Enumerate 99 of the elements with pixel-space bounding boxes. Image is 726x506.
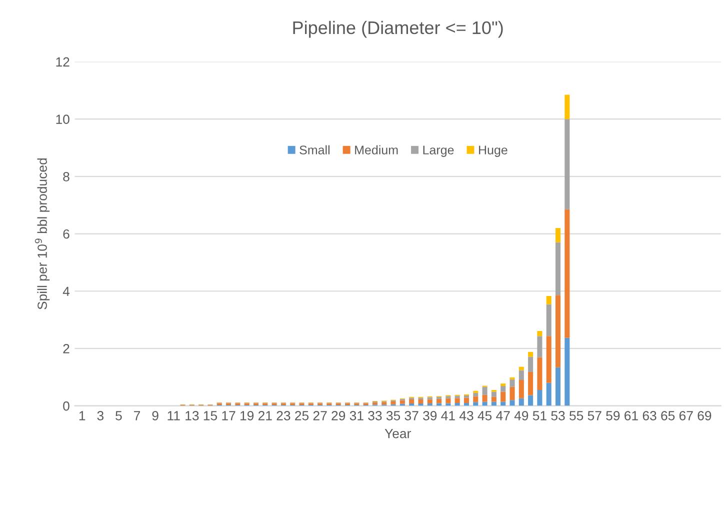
x-tick-label: 31 [350,411,364,420]
bar [500,392,506,402]
legend-label: Huge [479,146,508,157]
x-tick-label: 15 [204,411,218,420]
x-tick-label: 49 [514,411,528,420]
x-tick-label: 55 [570,411,584,420]
x-tick-label: 3 [97,411,104,420]
bar [555,242,561,296]
bar [546,382,552,406]
x-tick-label: 53 [551,411,565,420]
bar [537,336,542,358]
x-tick-label: 51 [532,411,546,420]
bar [546,296,552,304]
bar [454,398,460,403]
bar [482,394,488,402]
x-tick-label: 63 [642,411,656,420]
bar [528,356,534,372]
x-tick-label: 39 [423,411,437,420]
bar [473,392,478,396]
x-tick-label: 57 [588,411,602,420]
bar [537,357,542,390]
bar [537,330,542,336]
bar [473,396,478,402]
bar [518,370,524,380]
bar [528,395,534,406]
bar [446,403,451,406]
x-tick-label: 27 [313,411,327,420]
y-tick-label: 8 [63,172,70,182]
bar [537,390,542,406]
x-tick-label: 67 [679,411,693,420]
x-tick-label: 9 [152,411,158,420]
bar [418,400,424,404]
legend-label: Large [423,146,454,157]
bar [546,304,552,336]
bar [564,338,570,406]
x-tick-label: 7 [134,411,140,420]
bar [464,395,470,398]
x-tick-label: 29 [332,411,346,420]
y-tick-label: 4 [62,286,70,296]
x-tick-label: 17 [222,411,236,420]
bar [464,398,470,403]
y-tick-label: 10 [56,114,70,124]
bar [446,398,451,404]
x-tick-label: 59 [606,411,620,420]
legend-label: Small [300,145,330,154]
x-tick-label: 37 [404,411,418,420]
bar [546,336,552,383]
x-tick-label: 65 [661,411,675,420]
x-tick-label: 21 [258,411,272,420]
bar [555,367,561,406]
x-tick-label: 13 [186,411,199,420]
bar [382,402,387,405]
x-tick-label: 47 [496,411,510,420]
x-tick-label: 1 [79,411,86,420]
bar [436,398,442,404]
bar [518,398,524,406]
legend-label: Medium [355,145,398,154]
bar [564,119,570,210]
bar [510,400,515,406]
x-tick-label: 35 [386,411,400,420]
x-tick-label: 69 [698,411,712,420]
bar [528,372,534,396]
bar [510,379,515,387]
bar [555,295,561,368]
bar [500,383,506,386]
x-axis-title: Year [384,429,411,438]
y-tick-label: 6 [63,229,70,239]
bar [555,228,561,242]
x-tick-label: 23 [276,411,290,420]
bar [436,403,442,406]
bar [390,402,396,404]
bar [518,366,524,370]
x-tick-label: 45 [478,411,492,420]
y-axis-title: Spill per 10$^{9}$ bbl produced [34,158,50,310]
bar [510,386,515,400]
x-tick-label: 41 [441,411,455,420]
bar [473,402,478,406]
x-tick-label: 19 [240,411,254,420]
bar [564,94,570,120]
bar [518,380,524,398]
y-tick-label: 2 [63,344,70,354]
x-tick-label: 11 [168,411,180,420]
bar [482,386,488,395]
y-tick-label: 12 [56,57,70,67]
bar [427,399,432,404]
x-tick-label: 33 [368,411,382,420]
x-tick-label: 25 [295,411,309,420]
bar [491,392,496,397]
bar [491,396,496,402]
bar [500,386,506,392]
x-tick-label: 5 [116,411,122,420]
y-tick-label: 0 [63,401,70,411]
bar [528,352,534,357]
x-tick-label: 43 [459,411,474,420]
x-tick-label: 61 [624,411,638,420]
bar [400,400,405,404]
chart-title: Pipeline (Diameter <= 10") [293,20,503,38]
bar [564,209,570,338]
bar [409,400,414,404]
